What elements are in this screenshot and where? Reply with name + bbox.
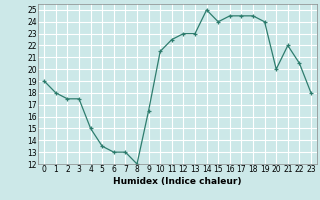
X-axis label: Humidex (Indice chaleur): Humidex (Indice chaleur) [113,177,242,186]
